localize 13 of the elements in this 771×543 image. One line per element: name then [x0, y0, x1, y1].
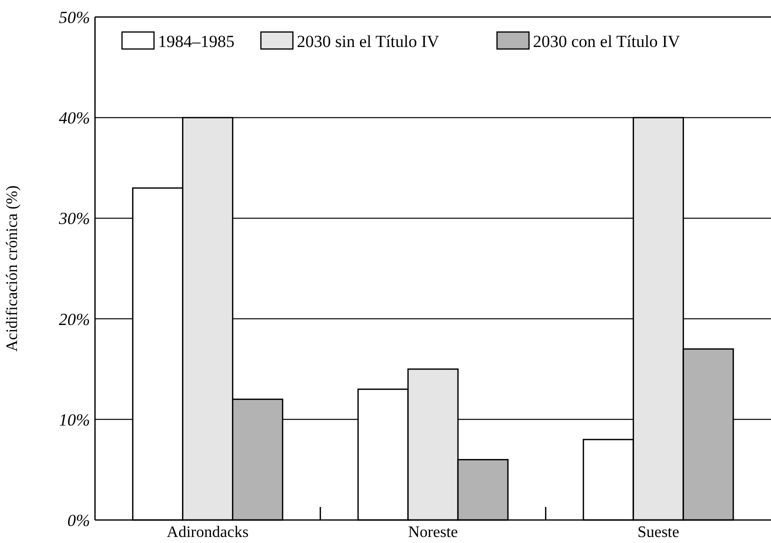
y-tick-label: 40% [58, 108, 90, 128]
x-tick-label: Sueste [637, 524, 680, 541]
y-tick-label: 30% [58, 209, 90, 228]
x-tick-label: Adirondacks [166, 524, 249, 541]
y-tick-label: 0% [67, 510, 90, 530]
y-axis-title: Acidificación crónica (%) [4, 185, 21, 352]
legend-label: 1984–1985 [158, 32, 234, 51]
x-tick-label: Noreste [408, 524, 458, 541]
legend-label: 2030 con el Título IV [533, 32, 681, 51]
y-tick-label: 50% [58, 8, 90, 27]
legend-label: 2030 sin el Título IV [296, 32, 440, 51]
y-tick-label: 10% [58, 410, 90, 430]
y-tick-label: 20% [58, 310, 90, 329]
